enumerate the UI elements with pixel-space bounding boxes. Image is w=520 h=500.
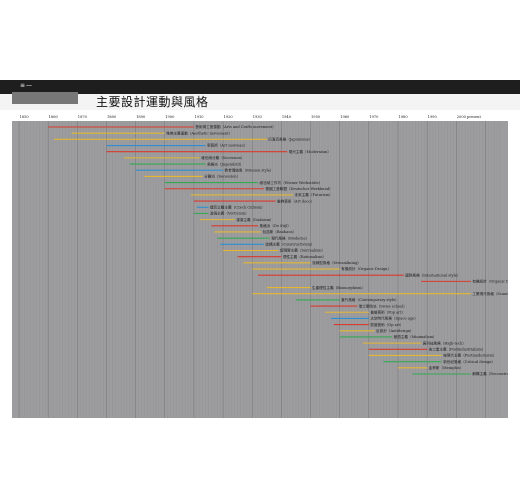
bar-label: 後現代主義（Postmodernism） [443, 353, 496, 358]
bar-label: 現代風格（Moderne） [271, 235, 309, 240]
header-bar [0, 80, 520, 94]
bar-label: 維也納工作坊（Wiener Werkstätte） [260, 180, 323, 185]
bar-label: 分離派（Secession） [204, 174, 240, 179]
title-accent-block [12, 92, 78, 104]
bar-label: 理性主義（Rationalism） [283, 254, 326, 259]
bar-label: 極簡主義（Minimalism） [394, 334, 437, 339]
bar-label: 達達主義（Dadaism） [236, 217, 273, 222]
x-tick-label: 1880 [107, 115, 117, 119]
page-title: 主要設計運動與風格 [96, 95, 209, 109]
x-tick-label: 2000 present [457, 115, 482, 119]
bar-label: 工業現代風格（Scandinavian modern） [472, 291, 508, 296]
bar-label: 太空時代風格（Space age） [370, 316, 418, 321]
bar-label: 現代主義（Modernism） [289, 149, 331, 154]
bar-label: 教會傳統風（Mission style） [225, 167, 274, 172]
bar-label: 巴洛克風格（Japonisme） [268, 137, 312, 142]
x-tick-label: 1930 [253, 115, 263, 119]
bar-label: 有機設計（Organic Design） [472, 279, 508, 284]
bar-label: 國際風格（International style） [405, 272, 460, 277]
x-tick-label: 1970 [369, 115, 379, 119]
x-tick-label: 1860 [49, 115, 59, 119]
bar-label: 反設計（Antidesign） [376, 328, 414, 333]
bar-label: 流線型風格（Streamlining） [312, 260, 361, 265]
x-tick-label: 1910 [194, 115, 204, 119]
bar-label: 孟菲斯（Memphis） [429, 365, 464, 370]
timeline-chart-area: 1850 1860 1870 1880 1890 1900 1910 1920 1930 1940… [12, 112, 508, 418]
x-tick-label: 1940 [282, 115, 292, 119]
x-tick-label: 1890 [136, 115, 146, 119]
bar-label: 未來主義（Futurism） [295, 192, 333, 197]
bar-label: 新世紀風格（Critical design） [443, 359, 495, 364]
bar-label: 後工業主義（Postindustrialism） [429, 347, 486, 352]
bar-label: 有機設計（Organic Design） [341, 266, 391, 271]
bar-label: 解構主義（Deconstructivism） [472, 371, 508, 376]
bar-label: 歐普藝術（Op art） [370, 322, 403, 327]
x-tick-label: 1900 [165, 115, 175, 119]
x-tick-label: 1980 [398, 115, 408, 119]
x-tick-label: 1960 [340, 115, 350, 119]
bar-label: 生產理性主義（Biomorphism） [312, 285, 365, 290]
bar-label: 風格派（Jugendstil） [207, 161, 243, 166]
bar-label: 新藝術（Art nouveau） [207, 143, 247, 148]
bar-label: 瑞士學院派（Swiss school） [359, 303, 407, 308]
x-tick-label: 1870 [78, 115, 88, 119]
x-tick-label: 1920 [224, 115, 234, 119]
bar-label: 藝術與工藝運動（Arts and Crafts movement） [195, 124, 275, 129]
bar-label: 風格派（De Stijl） [260, 223, 291, 228]
bar-label: 裝飾藝術（Art deco） [277, 198, 314, 203]
bar-label: 維也納分離（Secession） [201, 155, 244, 160]
timeline-chart: 1850 1860 1870 1880 1890 1900 1910 1920 1930 1940… [12, 115, 508, 418]
x-tick-label: 1990 [428, 115, 438, 119]
section-mark-icon: ≡— [20, 82, 34, 89]
x-tick-label: 1950 [311, 115, 321, 119]
bar-label: 捷克立體主義（Czech Cubism） [210, 204, 265, 209]
bar-label: 包浩斯（Bauhaus） [262, 229, 296, 234]
bar-label: 超現實主義（Surrealism） [280, 248, 325, 253]
bar-label: 唯美主義運動（Aesthetic movement） [166, 130, 232, 135]
bar-label: 結構主義（Constructivism） [265, 242, 314, 247]
bar-label: 漩渦主義（Vorticism） [210, 211, 249, 216]
bar-label: 德國工藝聯盟（Deutscher Werkbund） [265, 186, 332, 191]
bar-label: 高科技風格（High-tech） [423, 340, 466, 345]
x-tick-label: 1850 [20, 115, 30, 119]
bar-label: 當代風格（Contemporary style） [341, 297, 399, 302]
title-bar [0, 94, 520, 110]
bar-label: 普普藝術（Pop art） [370, 309, 405, 314]
